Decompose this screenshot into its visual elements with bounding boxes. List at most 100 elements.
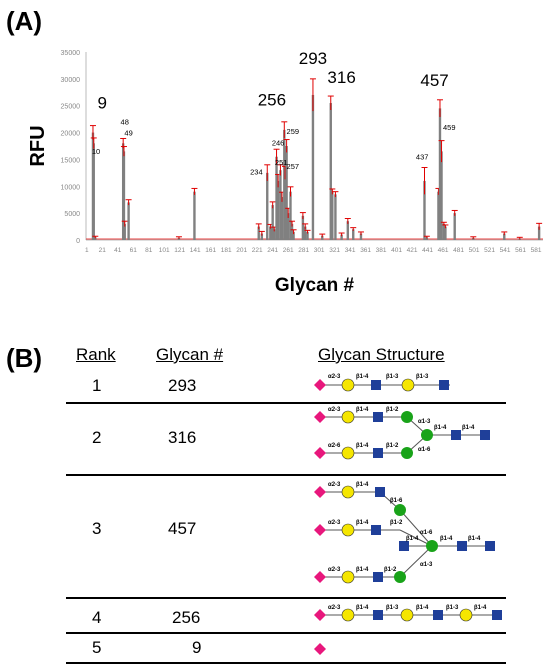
- bar: [285, 146, 288, 240]
- bar: [453, 213, 456, 240]
- linkage-label: β1-3: [416, 374, 429, 380]
- sialic-acid-diamond: [314, 571, 326, 583]
- glycan-structure-457: α2-3 β1-4 β1-6 α2-3 β1-4 β1-2 α1-6 β1-4 …: [314, 482, 495, 584]
- linkage-label: α1-6: [420, 530, 433, 536]
- x-tick-label: 81: [145, 247, 153, 254]
- x-tick-label: 1: [85, 247, 89, 254]
- galactose-circle: [459, 608, 473, 622]
- mannose-circle: [394, 504, 406, 516]
- data-label: 246: [272, 138, 285, 147]
- y-tick-label: 5000: [64, 211, 80, 218]
- glycan-structure-316: α2-3 β1-4 β1-2 α1-3 β1-4 β1-4 α2-6 β1-4 …: [314, 407, 490, 460]
- y-tick-label: 30000: [61, 77, 81, 84]
- linkage-label: β1-4: [416, 605, 429, 611]
- galactose-circle: [341, 608, 355, 622]
- bar: [306, 231, 309, 240]
- y-tick-label: 0: [76, 238, 80, 245]
- galactose-circle: [341, 485, 355, 499]
- y-axis-title: RFU: [27, 125, 49, 166]
- linkage-label: β1-3: [386, 374, 399, 380]
- bar: [438, 108, 442, 241]
- x-tick-label: 261: [283, 247, 294, 254]
- x-tick-label: 361: [360, 247, 371, 254]
- x-tick-label: 201: [236, 247, 247, 254]
- bar: [123, 223, 126, 240]
- x-tick-label: 381: [376, 247, 387, 254]
- y-tick-label: 35000: [61, 50, 81, 57]
- linkage-label: β1-2: [386, 443, 399, 449]
- glcnac-square: [371, 380, 381, 390]
- glycan-structure-9: [314, 643, 326, 655]
- mannose-circle: [401, 447, 413, 459]
- linkage-label: α2-3: [328, 520, 341, 526]
- panel-a-label: (A): [6, 6, 43, 36]
- linkage-label: β1-6: [390, 498, 403, 504]
- header-glycan-number: Glycan #: [156, 345, 224, 364]
- data-label: 251: [275, 158, 288, 167]
- data-label: 234: [250, 167, 263, 176]
- linkage-label: α1-6: [418, 447, 431, 453]
- bar: [266, 172, 269, 240]
- galactose-circle: [401, 378, 415, 392]
- header-glycan-structure: Glycan Structure: [318, 345, 445, 364]
- sialic-acid-diamond: [314, 379, 326, 391]
- linkage-label: β1-2: [386, 407, 399, 413]
- data-label: 9: [98, 93, 107, 112]
- bar: [271, 205, 274, 240]
- bar: [442, 223, 446, 240]
- x-tick-label: 21: [99, 247, 107, 254]
- bar: [304, 226, 307, 240]
- x-tick-label: 341: [345, 247, 356, 254]
- glcnac-square: [433, 610, 443, 620]
- x-tick-label: 281: [298, 247, 309, 254]
- linkage-label: β1-4: [440, 536, 453, 542]
- bar: [437, 191, 440, 240]
- bar: [122, 151, 126, 240]
- linkage-label: β1-4: [356, 567, 369, 573]
- linkage-label: β1-4: [462, 425, 475, 431]
- linkage-label: α1-3: [420, 562, 433, 568]
- bar: [440, 151, 443, 240]
- panel-b-label: (B): [6, 343, 43, 373]
- mannose-circle: [426, 540, 438, 552]
- bar: [280, 197, 284, 240]
- glycan-3: 457: [168, 519, 197, 538]
- bar: [301, 215, 305, 240]
- galactose-circle: [341, 570, 355, 584]
- data-label: 437: [416, 152, 429, 161]
- glycan-5: 9: [192, 638, 202, 657]
- bar: [289, 191, 292, 240]
- rank-2: 2: [92, 428, 102, 447]
- rank-1: 1: [92, 376, 102, 395]
- data-label: 293: [299, 49, 327, 68]
- galactose-circle: [341, 378, 355, 392]
- x-tick-label: 561: [515, 247, 526, 254]
- y-tick-label: 10000: [61, 184, 81, 191]
- bar: [193, 191, 196, 240]
- galactose-circle: [341, 446, 355, 460]
- glcnac-square: [373, 610, 383, 620]
- linkage-label: α2-3: [328, 605, 341, 611]
- bar: [276, 180, 280, 240]
- bar: [331, 191, 334, 240]
- rank-5: 5: [92, 638, 102, 657]
- x-tick-label: 541: [500, 247, 511, 254]
- bar: [423, 180, 426, 240]
- data-label: 48: [121, 118, 129, 127]
- mannose-circle: [394, 571, 406, 583]
- x-tick-label: 161: [205, 247, 216, 254]
- glcnac-square: [373, 572, 383, 582]
- bar: [275, 156, 278, 240]
- bar: [92, 143, 95, 240]
- bar: [321, 235, 324, 240]
- bar: [346, 221, 350, 240]
- bar: [359, 233, 363, 240]
- x-tick-label: 301: [314, 247, 325, 254]
- linkage-label: α2-3: [328, 374, 341, 380]
- linkage-label: β1-2: [390, 520, 403, 526]
- x-tick-label: 101: [159, 247, 170, 254]
- linkage-label: α2-3: [328, 482, 341, 488]
- glcnac-square: [373, 448, 383, 458]
- data-label: 10: [92, 147, 100, 156]
